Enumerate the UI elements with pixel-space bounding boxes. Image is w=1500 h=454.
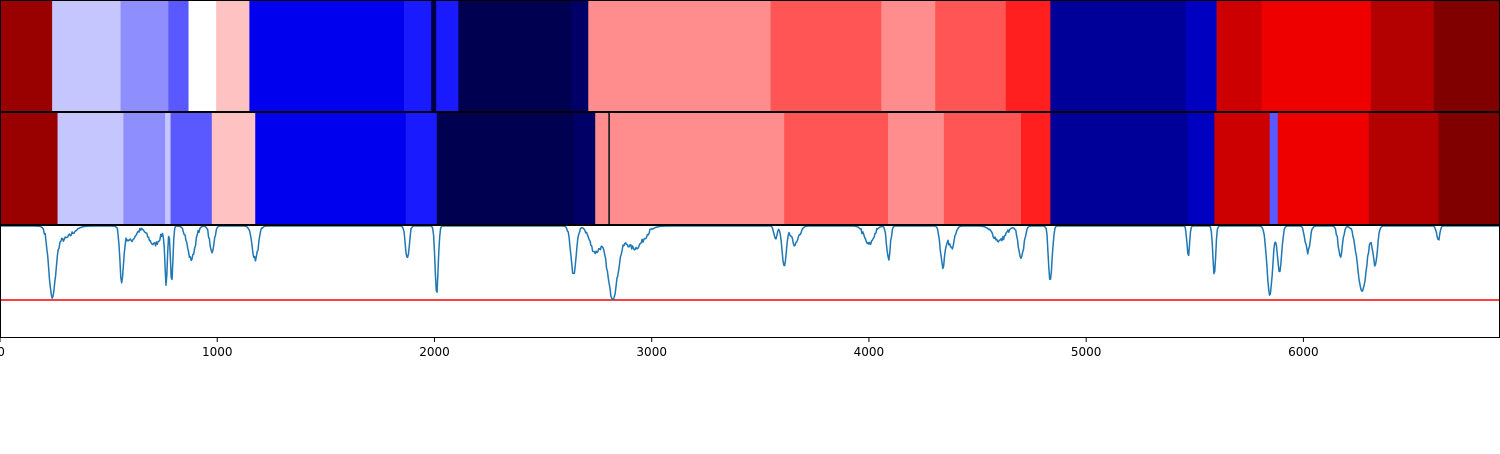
segment-2-6 (255, 112, 406, 225)
segment-2-7 (406, 112, 437, 225)
segment-1-21 (1371, 0, 1434, 112)
segment-2-0 (0, 112, 58, 225)
segment-1-5 (216, 0, 250, 112)
segment-2-10 (595, 112, 608, 225)
segment-1-22 (1434, 0, 1500, 112)
segment-2-19 (1214, 112, 1270, 225)
segment-1-17 (1050, 0, 1186, 112)
segment-1-13 (771, 0, 882, 112)
segment-2-18 (1188, 112, 1214, 225)
segment-2-5 (212, 112, 256, 225)
segmentation-panel-2 (0, 112, 1500, 225)
segment-1-11 (571, 0, 589, 112)
segment-2-14 (888, 112, 944, 225)
segment-2-15 (944, 112, 1021, 225)
x-tick-label-0: 0 (0, 345, 5, 359)
segment-2-4 (171, 112, 213, 225)
segment-1-2 (121, 0, 169, 112)
segment-2-20 (1270, 112, 1278, 225)
segment-2-16 (1021, 112, 1051, 225)
segment-2-11 (608, 112, 610, 225)
signal-panel (0, 226, 1500, 300)
x-tick-label-6000: 6000 (1288, 345, 1319, 359)
x-axis: 0 1000 2000 3000 4000 5000 6000 (0, 338, 1319, 359)
segment-2-13 (784, 112, 888, 225)
segment-2-3 (165, 112, 171, 225)
segment-1-16 (1006, 0, 1051, 112)
segment-2-21 (1278, 112, 1369, 225)
x-tick-label-3000: 3000 (636, 345, 667, 359)
x-tick-label-1000: 1000 (202, 345, 233, 359)
x-tick-label-2000: 2000 (419, 345, 450, 359)
segment-1-6 (249, 0, 404, 112)
segment-2-23 (1439, 112, 1500, 225)
segment-2-1 (58, 112, 124, 225)
segment-1-20 (1262, 0, 1371, 112)
x-tick-label-4000: 4000 (854, 345, 885, 359)
segment-1-12 (588, 0, 771, 112)
segment-2-12 (610, 112, 785, 225)
segment-1-18 (1186, 0, 1217, 112)
segment-1-10 (458, 0, 571, 112)
segment-2-22 (1369, 112, 1439, 225)
segment-1-8 (431, 0, 436, 112)
segment-1-7 (404, 0, 431, 112)
segment-2-8 (437, 112, 574, 225)
segment-1-3 (168, 0, 189, 112)
segment-1-4 (189, 0, 217, 112)
segmentation-panel-1 (0, 0, 1500, 112)
signal-line (0, 226, 1500, 300)
segment-1-19 (1217, 0, 1262, 112)
segment-2-9 (574, 112, 596, 225)
segment-2-17 (1050, 112, 1188, 225)
segment-1-9 (436, 0, 458, 112)
x-tick-label-5000: 5000 (1071, 345, 1102, 359)
segment-2-2 (123, 112, 165, 225)
segment-1-14 (881, 0, 935, 112)
segment-1-15 (935, 0, 1006, 112)
segment-1-1 (52, 0, 121, 112)
segment-1-0 (0, 0, 52, 112)
